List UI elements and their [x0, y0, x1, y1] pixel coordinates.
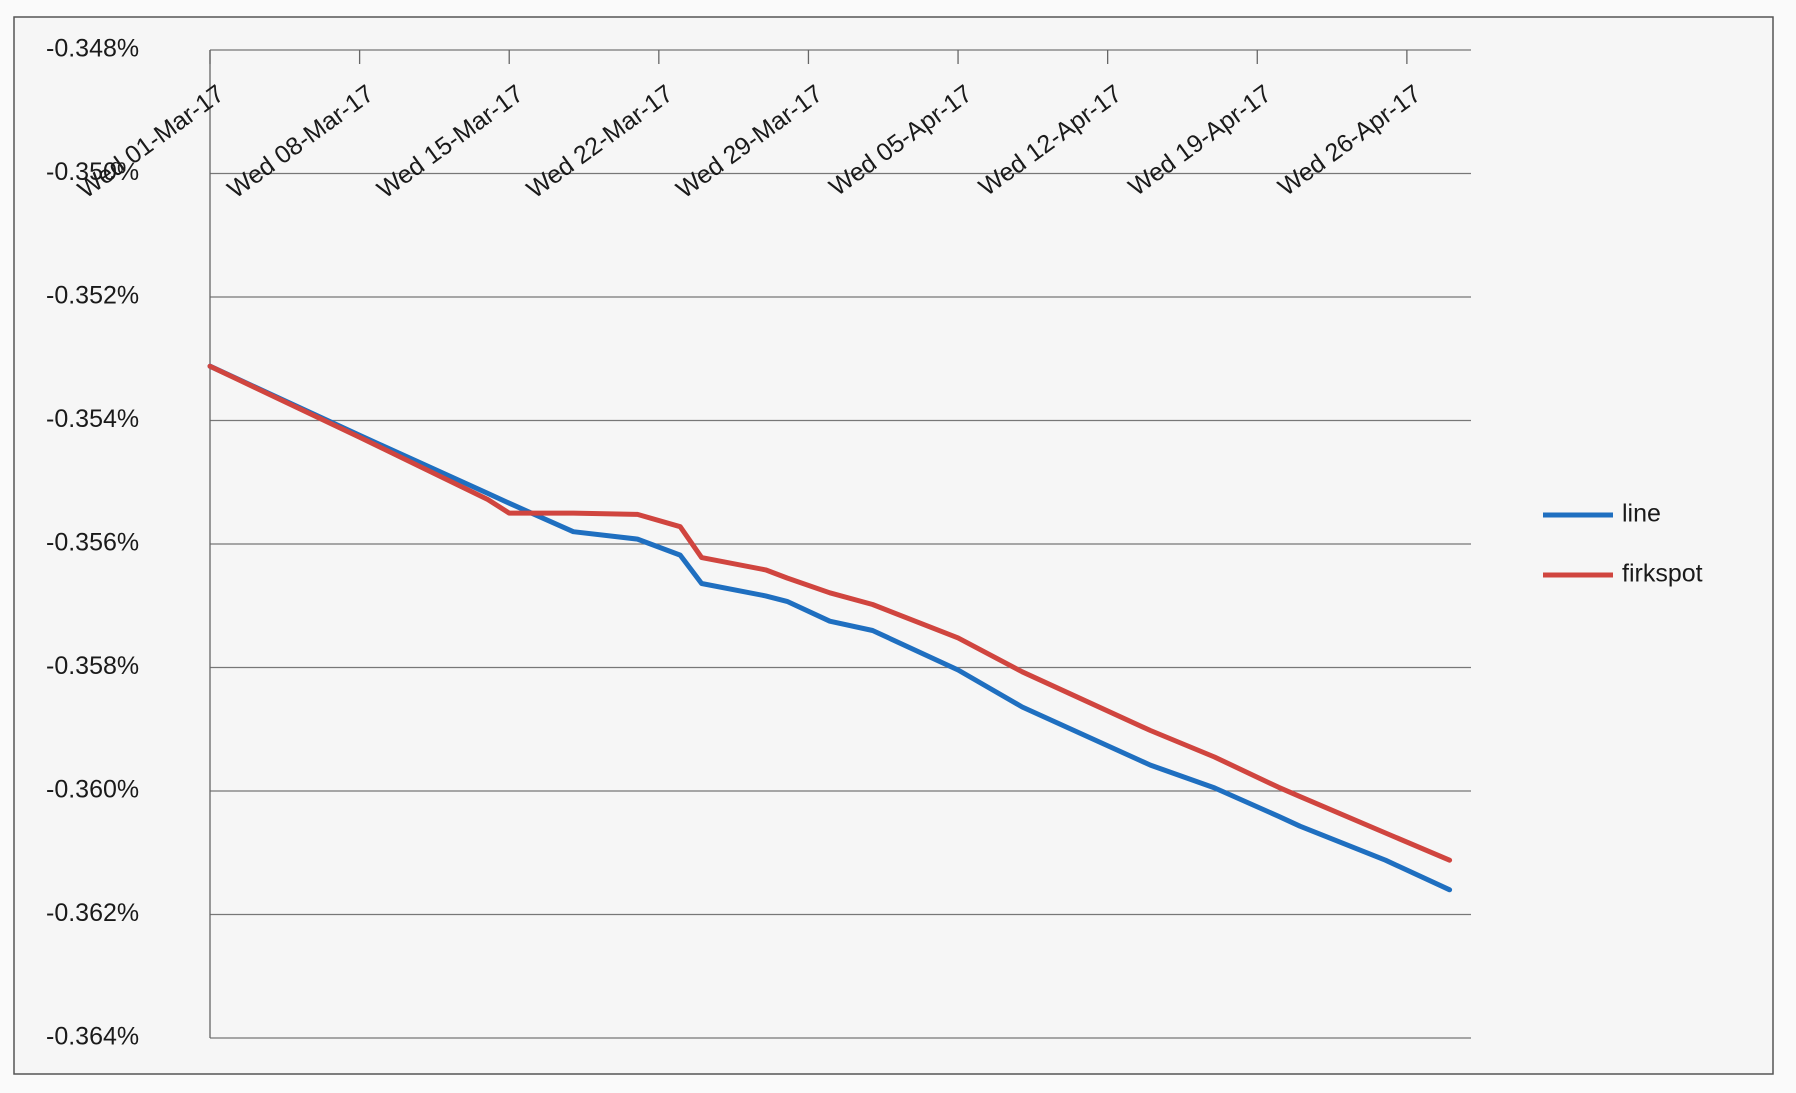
y-tick-label: -0.364%: [46, 1023, 139, 1051]
legend-label: firkspot: [1622, 560, 1703, 588]
y-tick-label: -0.362%: [46, 899, 139, 927]
y-tick-label: -0.348%: [46, 35, 139, 63]
series-line: [207, 363, 1453, 863]
y-tick-label: -0.358%: [46, 652, 139, 680]
y-tick-label: -0.354%: [46, 405, 139, 433]
chart-frame: [13, 16, 1774, 1075]
series-line: [207, 363, 1453, 893]
y-tick-label: -0.356%: [46, 529, 139, 557]
y-tick-label: -0.352%: [46, 282, 139, 310]
legend-label: line: [1622, 500, 1661, 528]
y-tick-label: -0.350%: [46, 158, 139, 186]
y-tick-label: -0.360%: [46, 776, 139, 804]
